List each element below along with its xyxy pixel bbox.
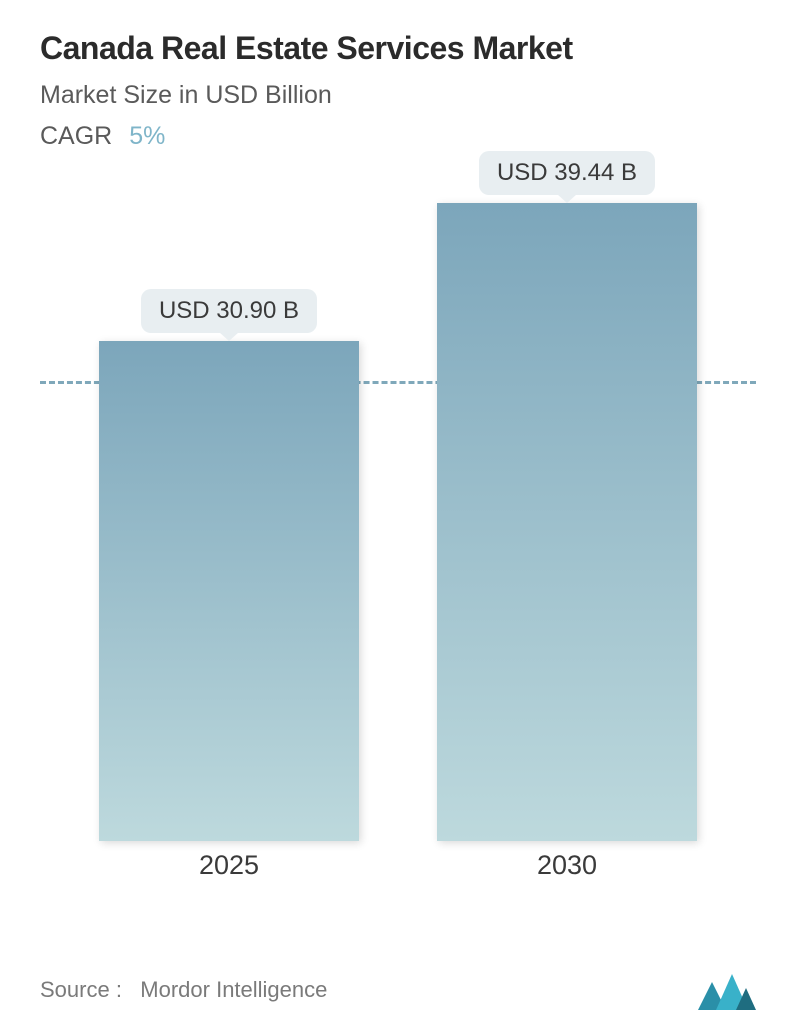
bars-wrapper: USD 30.90 B2025USD 39.44 B2030 — [40, 181, 756, 881]
cagr-label: CAGR — [40, 122, 112, 150]
x-axis-label: 2030 — [537, 850, 597, 881]
source-text: Source : Mordor Intelligence — [40, 977, 327, 1003]
chart-container: Canada Real Estate Services Market Marke… — [0, 0, 796, 1034]
cagr-value: 5% — [129, 122, 165, 150]
chart-area: USD 30.90 B2025USD 39.44 B2030 — [40, 181, 756, 881]
x-axis-label: 2025 — [199, 850, 259, 881]
bar — [437, 203, 697, 841]
chart-subtitle: Market Size in USD Billion — [40, 81, 756, 110]
chart-title: Canada Real Estate Services Market — [40, 30, 756, 67]
footer: Source : Mordor Intelligence — [40, 970, 756, 1010]
source-name: Mordor Intelligence — [140, 977, 327, 1002]
bar-group: USD 30.90 B2025 — [99, 341, 359, 881]
bar — [99, 341, 359, 841]
source-label: Source : — [40, 977, 122, 1002]
bar-group: USD 39.44 B2030 — [437, 203, 697, 881]
logo-icon — [698, 970, 756, 1010]
value-label: USD 39.44 B — [479, 151, 655, 195]
value-label: USD 30.90 B — [141, 289, 317, 333]
cagr-line: CAGR 5% — [40, 122, 756, 151]
